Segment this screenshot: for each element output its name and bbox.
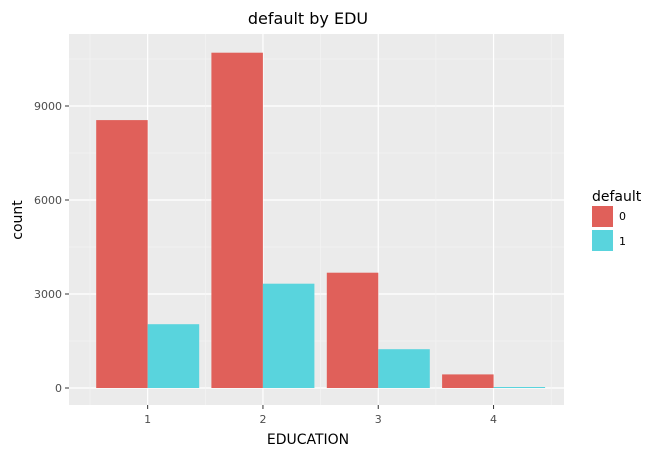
y-tick-label: 3000 xyxy=(34,288,62,301)
legend-label-0: 0 xyxy=(619,210,626,223)
bar-4-default-0 xyxy=(442,374,494,388)
y-tick-label: 6000 xyxy=(34,194,62,207)
y-tick-label: 0 xyxy=(55,382,62,395)
bar-4-default-1 xyxy=(493,387,546,388)
y-axis-title: count xyxy=(10,200,26,240)
bar-1-default-1 xyxy=(147,324,200,388)
x-axis-title: EDUCATION xyxy=(267,432,349,448)
legend-swatch-1 xyxy=(592,230,613,251)
x-tick-label: 4 xyxy=(490,413,497,426)
bar-1-default-0 xyxy=(96,120,148,388)
y-tick-label: 9000 xyxy=(34,100,62,113)
bar-3-default-0 xyxy=(326,272,379,388)
x-tick-label: 1 xyxy=(144,413,151,426)
bars xyxy=(96,52,546,388)
legend-label-1: 1 xyxy=(619,235,626,248)
x-axis: 1 2 3 4 xyxy=(144,405,497,426)
chart-title: default by EDU xyxy=(248,9,368,28)
legend-title: default xyxy=(592,189,642,205)
legend-swatch-0 xyxy=(592,206,613,227)
x-tick-label: 3 xyxy=(375,413,382,426)
y-axis: 0 3000 6000 9000 xyxy=(34,100,69,395)
bar-2-default-1 xyxy=(262,283,315,388)
bar-3-default-1 xyxy=(378,349,430,388)
bar-2-default-0 xyxy=(211,52,263,388)
x-tick-label: 2 xyxy=(259,413,266,426)
legend: default 0 1 xyxy=(592,189,642,251)
